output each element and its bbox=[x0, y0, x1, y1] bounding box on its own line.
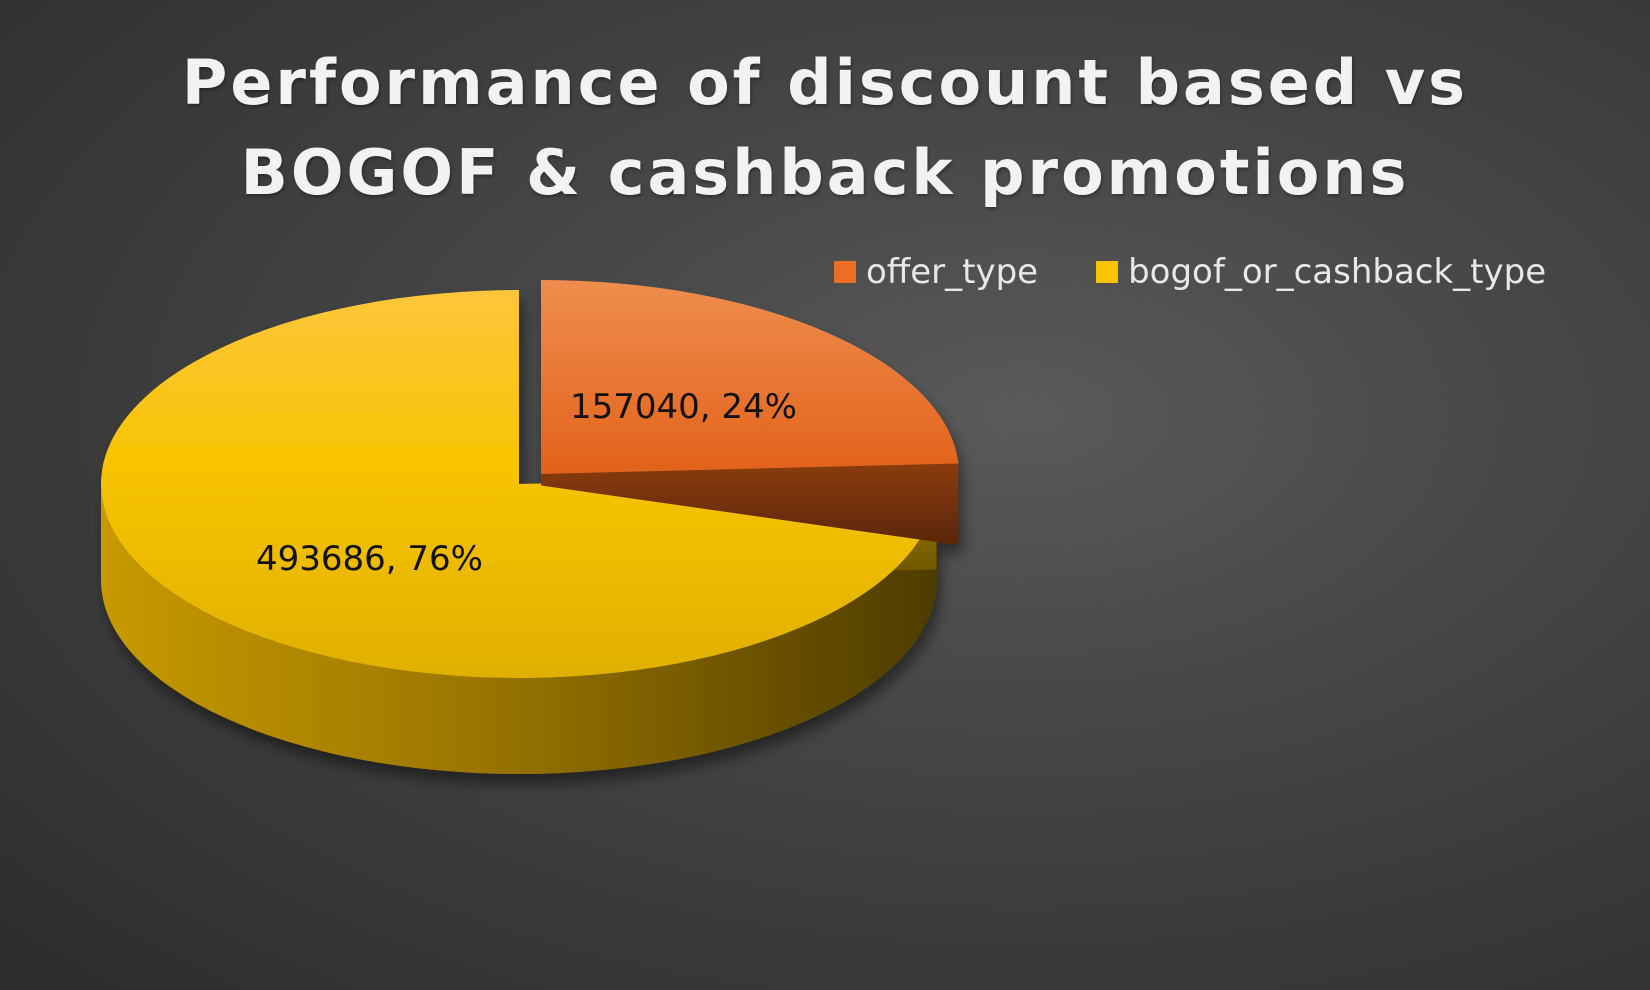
legend-swatch-offer-type bbox=[834, 261, 856, 283]
chart-legend: offer_type bogof_or_cashback_type bbox=[834, 250, 1546, 294]
chart-title-line-2: BOGOF & cashback promotions bbox=[240, 136, 1410, 209]
legend-label-bogof-or-cashback-type: bogof_or_cashback_type bbox=[1128, 252, 1547, 292]
chart-title-line-1: Performance of discount based vs bbox=[181, 46, 1469, 119]
pie-slice-bogof-or-cashback-type bbox=[100, 290, 938, 678]
pie-body bbox=[100, 280, 959, 774]
pie-slice-offer-type bbox=[541, 280, 959, 474]
pie-side-bogof-or-cashback-type bbox=[101, 484, 937, 774]
legend-swatch-bogof-or-cashback-type bbox=[1096, 261, 1119, 283]
data-labels: 157040, 24% 493686, 76% bbox=[256, 387, 797, 579]
legend-label-offer-type: offer_type bbox=[866, 252, 1039, 292]
data-label-bogof-or-cashback-type: 493686, 76% bbox=[256, 539, 483, 579]
data-label-offer-type: 157040, 24% bbox=[570, 387, 797, 427]
pie-wall-offer-type bbox=[541, 463, 959, 546]
chart-title: Performance of discount based vs BOGOF &… bbox=[0, 38, 1650, 218]
legend-item-offer-type: offer_type bbox=[834, 252, 1038, 292]
legend-item-bogof-or-cashback-type: bogof_or_cashback_type bbox=[1096, 252, 1546, 292]
